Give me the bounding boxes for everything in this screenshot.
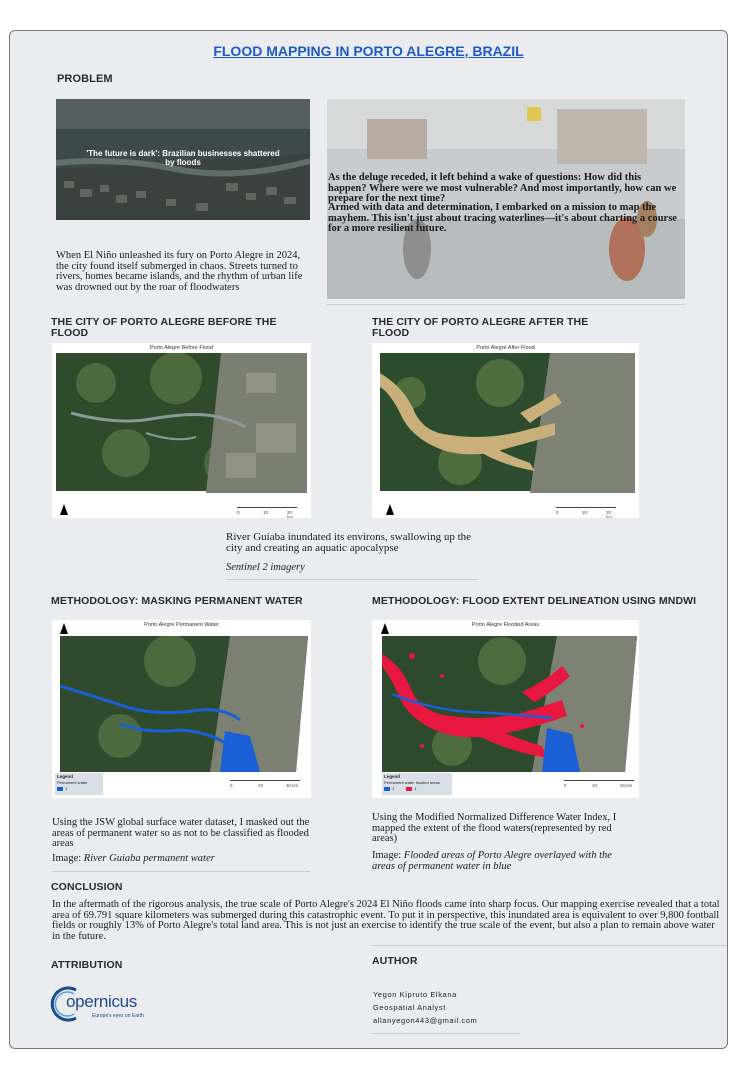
- author-role: Geospatial Analyst: [373, 1003, 446, 1012]
- before-map-title: Porto Alegre Before Flood: [149, 345, 214, 351]
- scale-bar: 0 10 20 km: [230, 780, 300, 794]
- divider: [52, 871, 310, 872]
- divider: [327, 304, 685, 305]
- scale-bar: 0 10 20 km: [556, 507, 616, 518]
- legend-swatch: [406, 786, 413, 791]
- after-map-title: Porto Alegre After Flood: [476, 345, 535, 351]
- masking-heading: METHODOLOGY: MASKING PERMANENT WATER: [51, 595, 303, 607]
- guiaba-source: Sentinel 2 imagery: [226, 562, 305, 573]
- copernicus-logo: opernicus Europe's eyes on Earth: [50, 984, 160, 1024]
- legend-title: Legend: [384, 774, 401, 779]
- legend: Legend Permanent water 1: [55, 773, 103, 795]
- poster: FLOOD MAPPING IN PORTO ALEGRE, BRAZIL PR…: [9, 30, 728, 1049]
- author-email[interactable]: allanyegon443@gmail.com: [373, 1016, 478, 1025]
- conclusion-text: In the aftermath of the rigorous analysi…: [52, 899, 720, 942]
- flooded-areas-map: Porto Alegre Flooded Areas Legend Perman…: [372, 620, 639, 798]
- divider: [226, 579, 478, 580]
- copernicus-logo-icon: [50, 986, 77, 1022]
- scale-bar: 0 10 20 km: [564, 780, 634, 794]
- page-title: FLOOD MAPPING IN PORTO ALEGRE, BRAZIL: [213, 43, 524, 59]
- after-map: Porto Alegre After Flood 0 10 20 km: [372, 343, 639, 518]
- north-arrow-icon: [386, 504, 394, 515]
- problem-heading: PROBLEM: [57, 73, 113, 85]
- conclusion-heading: CONCLUSION: [51, 881, 123, 893]
- mndwi-map-title: Porto Alegre Flooded Areas: [471, 622, 540, 628]
- legend: Legend Permanent water flooded areas 1 1: [382, 773, 452, 795]
- masking-image-caption: Image: River Guiaba permanent water: [52, 853, 215, 864]
- permanent-water-map: Porto Alegre Permanent Water Legend Perm…: [52, 620, 311, 798]
- author-name: Yegon Kipruto Elkana: [373, 990, 457, 999]
- mndwi-text: Using the Modified Normalized Difference…: [372, 812, 617, 844]
- legend-item: flooded areas: [415, 780, 440, 785]
- divider: [372, 945, 727, 946]
- problem-mission: Armed with data and determination, I emb…: [328, 202, 677, 234]
- flooded-street-photo: [327, 99, 685, 299]
- north-arrow-icon: [60, 623, 68, 634]
- logo-wordmark: opernicus: [66, 992, 138, 1011]
- author-heading: AUTHOR: [372, 955, 418, 967]
- masking-text: Using the JSW global surface water datas…: [52, 817, 310, 849]
- north-arrow-icon: [60, 504, 68, 515]
- legend-swatch: [384, 786, 390, 791]
- problem-intro: When El Niño unleashed its fury on Porto…: [56, 250, 303, 293]
- problem-questions: As the deluge receded, it left behind a …: [328, 172, 677, 204]
- masking-map-title: Porto Alegre Permanent Water: [144, 622, 219, 628]
- mndwi-image-caption: Image: Flooded areas of Porto Alegre ove…: [372, 850, 612, 872]
- legend-title: Legend: [57, 774, 74, 779]
- before-map: Porto Alegre Before Flood 0 10 20 km: [52, 343, 311, 518]
- after-heading: THE CITY OF PORTO ALEGRE AFTER THE FLOOD: [372, 316, 589, 339]
- news-headline: 'The future is dark': Brazilian business…: [86, 149, 280, 167]
- divider: [372, 1033, 520, 1034]
- scale-bar: 0 10 20 km: [237, 507, 297, 518]
- north-arrow-icon: [381, 623, 389, 634]
- logo-tagline: Europe's eyes on Earth: [92, 1013, 144, 1019]
- mndwi-heading: METHODOLOGY: FLOOD EXTENT DELINEATION US…: [372, 595, 697, 607]
- news-photo: 'The future is dark': Brazilian business…: [56, 99, 310, 220]
- guiaba-caption: River Guiaba inundated its environs, swa…: [226, 531, 472, 554]
- legend-swatch: [57, 786, 63, 791]
- legend-item: Permanent water: [384, 780, 415, 785]
- before-heading: THE CITY OF PORTO ALEGRE BEFORE THE FLOO…: [51, 316, 277, 339]
- legend-item: Permanent water: [57, 780, 88, 785]
- attribution-heading: ATTRIBUTION: [51, 959, 123, 971]
